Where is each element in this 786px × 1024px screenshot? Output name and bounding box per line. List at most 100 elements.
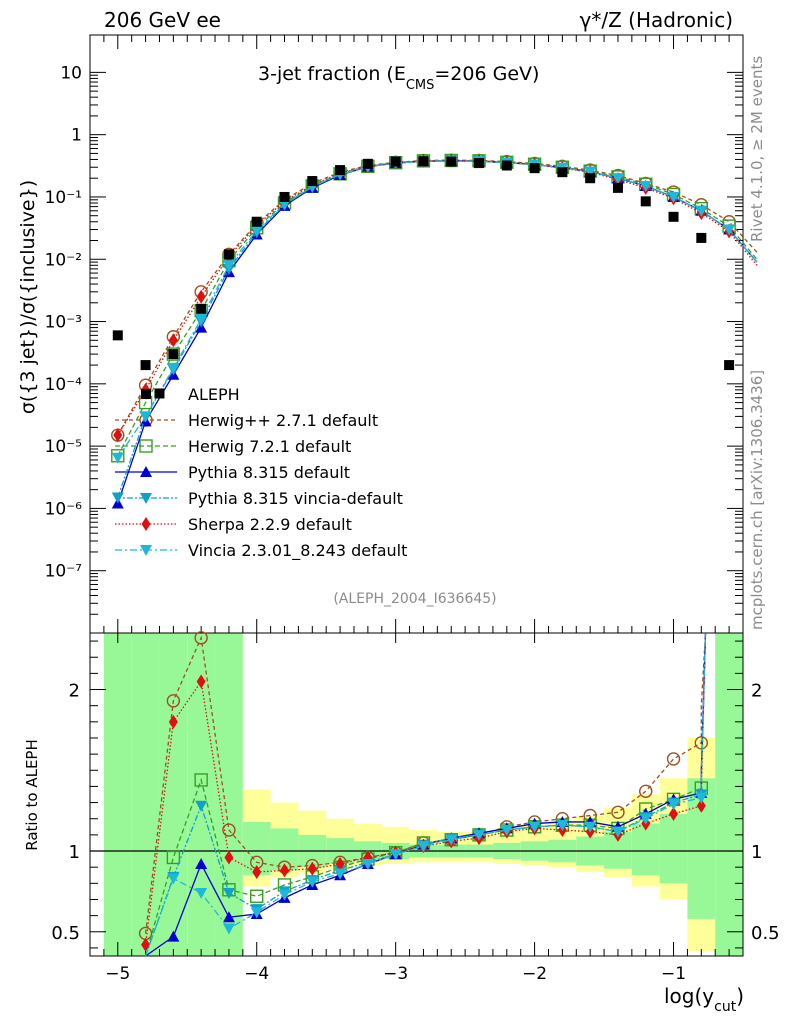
aleph-point — [390, 156, 401, 167]
ratio-point-vincia — [361, 858, 374, 870]
ratio-point-herwigpp — [694, 736, 709, 750]
y-tick-label: 10⁻³ — [45, 313, 82, 333]
ratio-point-pythia_vincia — [195, 800, 208, 812]
ratio-point-herwigpp — [639, 784, 653, 798]
band-green — [103, 633, 132, 956]
ratio-point-vincia — [334, 868, 347, 880]
x-tick-label: −4 — [244, 964, 269, 984]
aleph-point — [168, 349, 179, 360]
ratio-point-vincia — [278, 889, 291, 901]
band-green — [715, 633, 743, 956]
aleph-point — [724, 360, 735, 371]
band-green — [659, 813, 688, 884]
ratio-frame — [89, 632, 744, 957]
band-green — [631, 823, 660, 876]
x-tick-label: −5 — [105, 964, 130, 984]
ratio-point-vincia — [556, 820, 569, 832]
ratio-point-vincia — [389, 849, 402, 861]
x-tick-label: −2 — [522, 964, 547, 984]
side-version: Rivet 4.1.0, ≥ 2M events — [748, 56, 766, 242]
series-line-pythia_vincia — [117, 160, 758, 498]
ratio-point-vincia — [695, 792, 708, 804]
ratio-point-vincia — [584, 821, 597, 833]
ratio-point-herwigpp — [222, 823, 236, 837]
ratio-tick-label-right: 1 — [751, 842, 762, 863]
x-axis-title-tail: ) — [736, 984, 744, 1008]
legend: ALEPH Herwig++ 2.7.1 default Herwig 7.2.… — [188, 385, 407, 561]
data-point-vincia — [250, 225, 263, 237]
ratio-point-sherpa — [696, 798, 706, 813]
ratio-point-sherpa — [168, 714, 178, 729]
chart-title-sub: CMS — [406, 78, 435, 93]
ratio-point-vincia — [445, 834, 458, 846]
y-tick-label: 1 — [71, 126, 82, 146]
ratio-axis-title: Ratio to ALEPH — [23, 739, 41, 851]
ratio-point-vincia — [667, 799, 680, 811]
legend-herwigpp: Herwig++ 2.7.1 default — [188, 411, 378, 430]
aleph-point — [446, 156, 457, 167]
ratio-point-sherpa — [141, 937, 151, 952]
legend-marker-aleph — [141, 389, 151, 399]
data-point-vincia — [195, 313, 208, 325]
ratio-point-vincia — [195, 888, 208, 900]
ratio-point-pythia — [222, 911, 235, 923]
aleph-point — [154, 388, 165, 399]
legend-herwig7: Herwig 7.2.1 default — [188, 437, 351, 456]
data-point-vincia — [639, 180, 652, 192]
legend-marker-pythia_vincia — [140, 493, 152, 504]
chart-title-main: 3-jet fraction (E — [258, 63, 406, 85]
aleph-point — [668, 211, 679, 222]
aleph-point — [696, 232, 707, 243]
aleph-point — [251, 216, 262, 227]
ratio-point-vincia — [417, 841, 430, 853]
legend-marker-pythia — [140, 466, 152, 477]
ratio-point-herwig7 — [250, 889, 264, 903]
legend-sherpa: Sherpa 2.2.9 default — [188, 515, 352, 534]
header-right: γ*/Z (Hadronic) — [580, 8, 733, 32]
ratio-point-vincia — [473, 829, 486, 841]
ratio-point-vincia — [306, 876, 319, 888]
ratio-point-sherpa — [252, 865, 262, 880]
y-tick-label: 10⁻² — [45, 250, 82, 270]
aleph-point — [335, 165, 346, 176]
ratio-point-pythia_vincia — [222, 888, 235, 900]
series-aleph — [112, 156, 735, 400]
aleph-point — [140, 360, 151, 371]
aleph-point — [557, 167, 568, 178]
ratio-point-sherpa — [307, 861, 317, 876]
ratio-point-vincia — [639, 813, 652, 825]
chart-title: 3-jet fraction (ECMS=206 GeV) — [258, 63, 539, 93]
band-green — [215, 633, 243, 956]
aleph-point — [474, 158, 485, 169]
ratio-point-herwig7 — [166, 850, 181, 865]
aleph-point — [279, 191, 290, 202]
data-point-vincia — [695, 205, 708, 217]
data-point-vincia — [611, 173, 624, 185]
x-tick-label: −1 — [661, 964, 686, 984]
aleph-point — [612, 182, 623, 193]
axes: −5 −4 −3 −2 −1 10 1 10⁻¹ 10⁻² 10⁻³ 10⁻⁴ 10⁻⁵ 10⁻⁶ 10⁻… — [45, 35, 780, 984]
ratio-point-vincia — [611, 826, 624, 838]
data-point-vincia — [584, 166, 597, 178]
aleph-point — [112, 330, 123, 341]
ratio-point-herwigpp — [611, 805, 625, 819]
ratio-point-sherpa — [335, 856, 345, 871]
ratio-tick-label-left: 0.5 — [51, 923, 80, 944]
data-point-sherpa — [168, 333, 178, 348]
ratio-point-pythia — [195, 857, 208, 869]
aleph-point — [362, 158, 373, 169]
chart-title-tail: =206 GeV) — [434, 63, 539, 85]
ratio-point-herwigpp — [666, 752, 681, 766]
data-point-vincia — [167, 362, 180, 374]
x-axis-title-sub: cut — [714, 999, 737, 1015]
y-tick-label: 10⁻¹ — [45, 188, 82, 208]
aleph-point — [223, 249, 234, 260]
band-green — [159, 633, 188, 956]
y-tick-label: 10⁻⁶ — [45, 499, 83, 519]
x-axis-title: log(ycut) — [664, 984, 744, 1015]
series-layer — [111, 153, 758, 957]
ratio-point-sherpa — [280, 863, 290, 878]
ratio-line-vincia — [144, 632, 707, 957]
aleph-point — [418, 156, 429, 167]
